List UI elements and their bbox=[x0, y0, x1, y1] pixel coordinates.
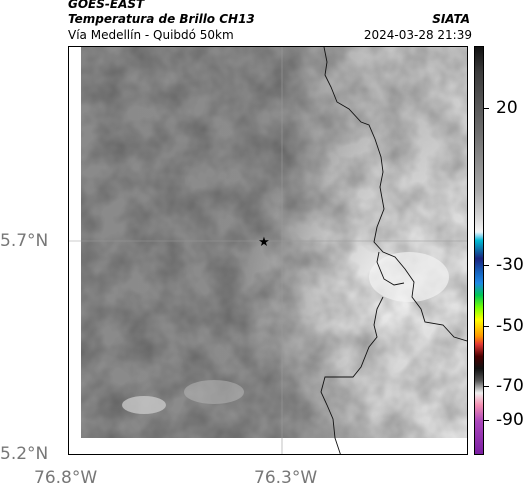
map-canvas: ★ bbox=[69, 47, 467, 454]
lat-label-5-2: 5.2°N bbox=[0, 444, 49, 464]
region-subtitle: Vía Medellín - Quibdó 50km bbox=[68, 28, 234, 42]
colorbar-tick bbox=[484, 265, 489, 266]
product-title: Temperatura de Brillo CH13 bbox=[68, 12, 255, 26]
star-marker: ★ bbox=[258, 235, 270, 250]
colorbar-tick bbox=[484, 108, 489, 109]
colorbar-label-minus-90: -90 bbox=[496, 410, 524, 430]
satellite-title: GOES-EAST bbox=[68, 0, 145, 11]
colorbar-label-20: 20 bbox=[496, 98, 518, 118]
lon-label-76-8: 76.8°W bbox=[34, 468, 98, 488]
satellite-map[interactable]: ★ bbox=[68, 46, 468, 455]
colorbar-label-minus-50: -50 bbox=[496, 316, 524, 336]
lat-label-5-7: 5.7°N bbox=[0, 231, 49, 251]
colorbar-tick bbox=[484, 326, 489, 327]
colorbar-label-minus-30: -30 bbox=[496, 255, 524, 275]
colorbar-tick bbox=[484, 386, 489, 387]
organization-label: SIATA bbox=[432, 12, 470, 26]
imagery bbox=[81, 47, 467, 438]
boundary-line bbox=[320, 47, 467, 454]
timestamp-label: 2024-03-28 21:39 bbox=[363, 28, 472, 42]
lon-label-76-3: 76.3°W bbox=[254, 468, 318, 488]
colorbar-label-minus-70: -70 bbox=[496, 376, 524, 396]
colorbar-tick bbox=[484, 420, 489, 421]
colorbar bbox=[474, 46, 484, 455]
